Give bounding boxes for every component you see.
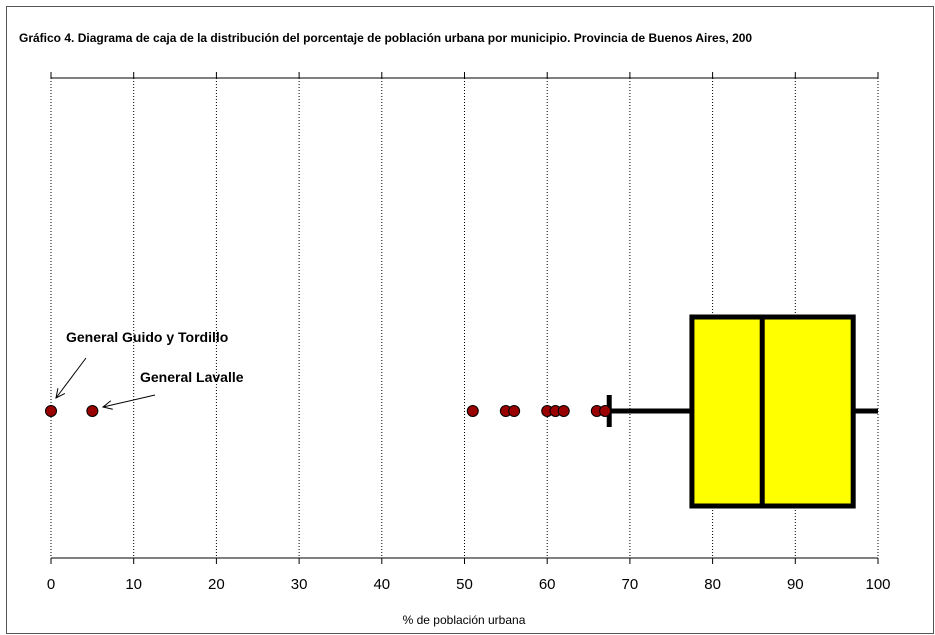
tick-labels: 0 10 20 30 40 50 60 70 80 90 100 — [47, 576, 891, 593]
x-tick-label: 0 — [47, 576, 55, 593]
x-tick-label: 90 — [787, 576, 804, 593]
annotations: General Guido y Tordillo General Lavalle — [55, 329, 244, 410]
annotation-arrowhead — [55, 388, 66, 399]
annotation-leader — [102, 394, 156, 408]
x-tick-label: 30 — [291, 576, 308, 593]
outlier-point — [599, 405, 612, 417]
annotation-label: General Guido y Tordillo — [66, 329, 228, 345]
chart-title: Gráfico 4. Diagrama de caja de la distri… — [19, 31, 753, 45]
x-tick-label: 50 — [456, 576, 473, 593]
x-tick-label: 60 — [539, 576, 556, 593]
iqr-box — [689, 314, 856, 509]
x-tick-label: 40 — [373, 576, 390, 593]
x-tick-label: 80 — [704, 576, 721, 593]
axes — [50, 72, 879, 564]
annotation-leader — [55, 357, 87, 399]
outlier-point — [86, 405, 99, 417]
outlier-point — [45, 405, 57, 417]
x-tick-label: 100 — [865, 576, 890, 593]
outlier-point — [508, 405, 521, 417]
x-tick-label: 70 — [622, 576, 639, 593]
x-axis-label: % de población urbana — [403, 613, 526, 627]
box-group — [606, 314, 878, 509]
annotation-label: General Lavalle — [140, 369, 244, 385]
outliers — [45, 405, 612, 417]
outlier-point — [557, 405, 570, 417]
x-tick-label: 20 — [208, 576, 225, 593]
annotation-arrowhead — [101, 400, 113, 410]
x-tick-label: 10 — [125, 576, 142, 593]
outlier-point — [466, 405, 479, 417]
